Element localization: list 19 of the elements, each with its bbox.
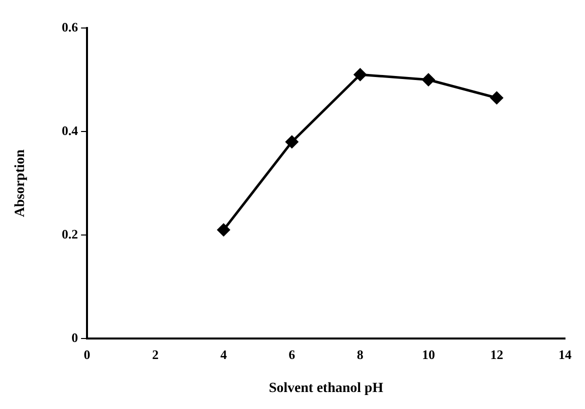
y-tick-label: 0.6 — [62, 19, 79, 34]
x-tick-label: 8 — [356, 346, 364, 362]
x-tick-label: 0 — [84, 346, 90, 362]
x-tick-label: 2 — [152, 346, 159, 362]
point — [286, 136, 298, 148]
x-tick-label: 14 — [558, 346, 572, 362]
x-tick-label: 12 — [490, 346, 504, 362]
y-tick-label: 0.4 — [62, 122, 79, 138]
y-tick-label: 0 — [72, 330, 78, 345]
y-axis-title: Absorption — [13, 149, 28, 218]
x-tick-label: 6 — [288, 346, 296, 362]
x-axis-title: Solvent ethanol pH — [268, 381, 384, 396]
point — [217, 224, 230, 236]
x-tick-label: 10 — [422, 346, 435, 362]
point — [422, 74, 435, 86]
x-tick-label: 4 — [220, 346, 228, 362]
point — [490, 92, 503, 104]
point — [354, 68, 366, 81]
y-tick-label: 0.2 — [62, 226, 78, 242]
